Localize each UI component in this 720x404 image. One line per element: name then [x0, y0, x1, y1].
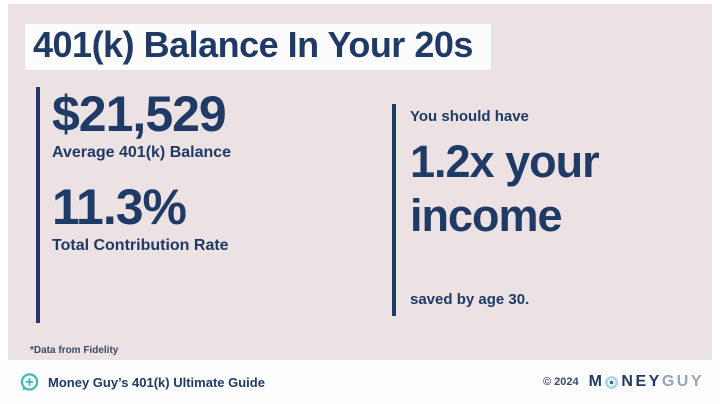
- moneyguy-logo: M NEY GUY: [589, 373, 704, 391]
- callout-highlight-text: 1.2x your income: [410, 136, 600, 241]
- average-balance-value: $21,529: [52, 86, 227, 142]
- copyright-text: © 2024: [542, 376, 579, 388]
- contribution-rate-value: 11.3%: [52, 179, 187, 235]
- logo-m: M: [588, 373, 605, 390]
- title-highlight-bar: 401(k) Balance In Your 20s: [25, 24, 491, 70]
- footer-bar: Money Guy’s 401(k) Ultimate Guide © 2024…: [0, 360, 720, 404]
- callout-column: You should have 1.2x your income saved b…: [392, 104, 692, 316]
- guide-label: Money Guy’s 401(k) Ultimate Guide: [48, 374, 265, 390]
- footer-guide: Money Guy’s 401(k) Ultimate Guide: [20, 372, 265, 392]
- page-title: 401(k) Balance In Your 20s: [33, 24, 473, 65]
- speech-bubble-plus-icon: [20, 372, 39, 392]
- stats-column: $21,529 Average 401(k) Balance 11.3% Tot…: [36, 87, 356, 323]
- poster-panel: 401(k) Balance In Your 20s $21,529 Avera…: [8, 4, 712, 360]
- callout-lead-text: You should have: [410, 108, 529, 125]
- moneyguy-o-target-icon: [604, 375, 619, 390]
- stat-contribution-rate: 11.3% Total Contribution Rate: [52, 180, 356, 255]
- average-balance-label: Average 401(k) Balance: [52, 144, 232, 161]
- footer-brand: © 2024 M NEY GUY: [543, 373, 704, 391]
- data-source-footnote: *Data from Fidelity: [30, 345, 119, 356]
- logo-guy: GUY: [661, 373, 704, 390]
- callout-tail-text: saved by age 30.: [410, 291, 530, 308]
- stat-average-balance: $21,529 Average 401(k) Balance: [52, 87, 356, 162]
- logo-ney: NEY: [621, 373, 662, 390]
- contribution-rate-label: Total Contribution Rate: [52, 237, 229, 254]
